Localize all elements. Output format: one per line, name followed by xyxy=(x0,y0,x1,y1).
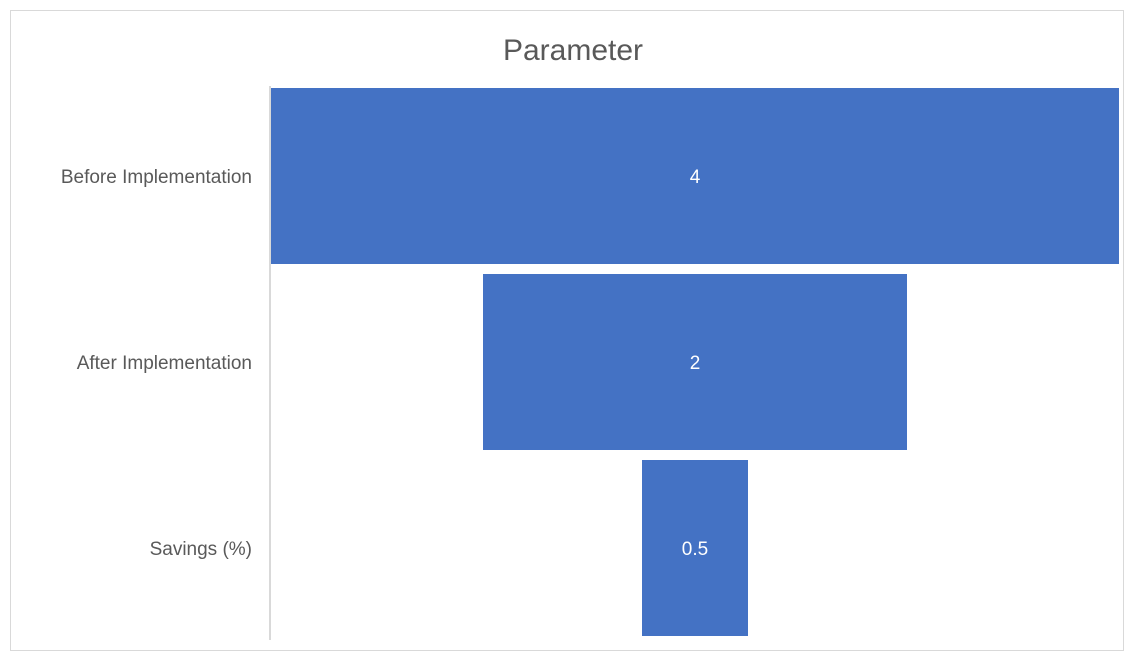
chart-title: Parameter xyxy=(503,34,643,67)
category-label-after-implementation: After Implementation xyxy=(77,353,252,374)
data-label-savings: 0.5 xyxy=(682,539,708,560)
data-label-after-implementation: 2 xyxy=(690,353,701,374)
category-label-savings: Savings (%) xyxy=(150,539,252,560)
data-label-before-implementation: 4 xyxy=(690,167,701,188)
labels-layer: 4 Before Implementation 2 After Implementat… xyxy=(61,167,708,560)
funnel-bar-savings xyxy=(642,460,748,636)
category-label-before-implementation: Before Implementation xyxy=(61,167,252,188)
bars-layer xyxy=(271,88,1119,636)
funnel-bar-after-implementation xyxy=(483,274,907,450)
funnel-bar-before-implementation xyxy=(271,88,1119,264)
